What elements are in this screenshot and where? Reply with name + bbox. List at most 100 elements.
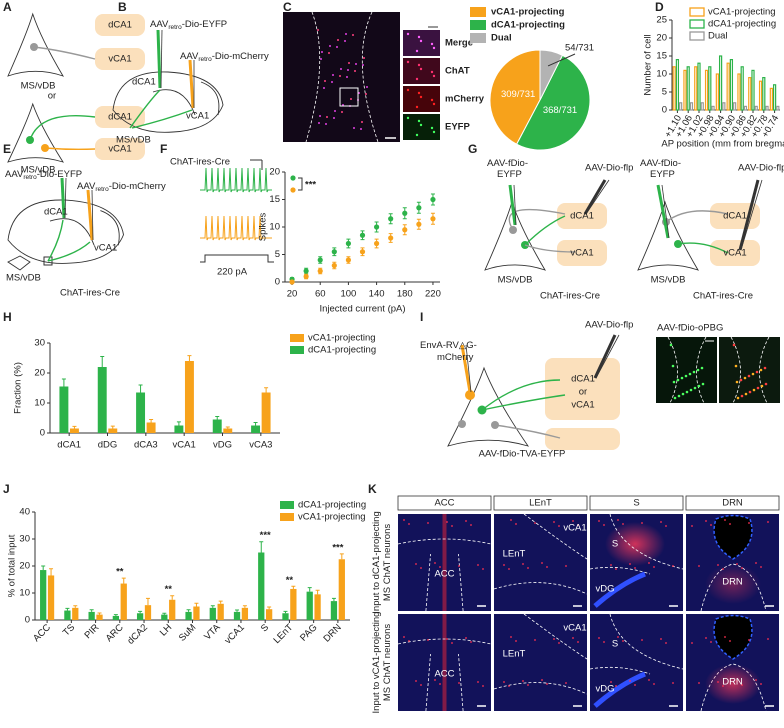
labeled-cell bbox=[756, 386, 760, 390]
bar bbox=[694, 66, 698, 111]
projection bbox=[524, 244, 576, 253]
scale-bar bbox=[250, 159, 263, 170]
legend-label: vCA1-projecting bbox=[308, 333, 376, 344]
labeled-cell bbox=[321, 51, 323, 53]
y-tick-label: 30 bbox=[34, 338, 45, 349]
labeled-cell bbox=[341, 111, 343, 113]
labeled-cell bbox=[689, 388, 693, 392]
vdg-band bbox=[593, 571, 646, 608]
x-tick-label: ARC bbox=[104, 622, 126, 644]
labeled-cell bbox=[673, 396, 677, 400]
bar bbox=[748, 76, 752, 111]
labeled-cell bbox=[465, 520, 467, 522]
labeled-cell bbox=[361, 121, 363, 123]
labeled-cell bbox=[767, 521, 769, 523]
label: vCA1 bbox=[571, 400, 594, 411]
error-bar bbox=[121, 577, 126, 584]
error-bar bbox=[149, 419, 154, 423]
y-tick-label: 0 bbox=[40, 428, 45, 439]
labeled-cell bbox=[741, 684, 743, 686]
labeled-cell bbox=[415, 77, 419, 81]
bar bbox=[146, 422, 156, 433]
error-bar bbox=[187, 355, 192, 361]
labeled-cell bbox=[629, 563, 631, 565]
panel-label: J bbox=[3, 482, 10, 496]
region-label: DRN bbox=[722, 577, 743, 588]
significance: *** bbox=[332, 542, 343, 553]
bar bbox=[711, 105, 715, 111]
label: MS/vDB bbox=[651, 275, 686, 286]
labeled-cell bbox=[660, 638, 662, 640]
labeled-cell bbox=[701, 382, 705, 386]
panel-label: F bbox=[160, 142, 167, 156]
labeled-cell bbox=[415, 680, 417, 682]
labeled-cell bbox=[362, 64, 364, 66]
labeled-cell bbox=[565, 682, 567, 684]
labeled-cell bbox=[365, 93, 367, 95]
bar bbox=[683, 69, 687, 111]
labeled-cell bbox=[417, 119, 421, 123]
label: dCA1 bbox=[570, 211, 594, 222]
x-tick-label: ACC bbox=[31, 622, 53, 644]
labeled-cell bbox=[553, 638, 555, 640]
region-outline bbox=[589, 513, 684, 575]
y-tick-label: 25 bbox=[656, 15, 667, 26]
error-bar bbox=[210, 605, 215, 608]
cerebellum bbox=[200, 81, 220, 116]
labeled-cell bbox=[363, 57, 365, 59]
labeled-cell bbox=[419, 39, 423, 43]
labeled-cell bbox=[403, 636, 405, 638]
point bbox=[289, 279, 295, 285]
labeled-cell bbox=[748, 390, 752, 394]
projection bbox=[131, 109, 193, 129]
panel-label: A bbox=[3, 0, 12, 14]
labeled-cell bbox=[677, 394, 681, 398]
labeled-cell bbox=[705, 637, 707, 639]
error-bar bbox=[113, 614, 118, 616]
input-glow bbox=[705, 564, 761, 604]
labeled-cell bbox=[760, 384, 764, 388]
label: MS/vDB bbox=[6, 273, 41, 284]
labeled-cell bbox=[346, 76, 348, 78]
bar bbox=[185, 611, 192, 620]
legend-label: vCA1-projecting bbox=[298, 512, 366, 523]
x-tick-label: 140 bbox=[369, 289, 385, 300]
x-tick-label: PAG bbox=[298, 622, 319, 643]
slice-label: 368/731 bbox=[543, 105, 577, 116]
bar bbox=[72, 607, 79, 620]
labeled-cell bbox=[348, 62, 350, 64]
channel-image bbox=[403, 58, 440, 84]
ms-vdb-outline bbox=[484, 200, 547, 271]
labeled-cell bbox=[729, 523, 731, 525]
bar bbox=[40, 570, 47, 620]
labeled-cell bbox=[503, 564, 505, 566]
labeled-cell bbox=[508, 568, 510, 570]
point bbox=[303, 273, 309, 280]
labeled-cell bbox=[360, 128, 362, 130]
leader-line bbox=[547, 53, 576, 67]
projection bbox=[44, 147, 96, 151]
labeled-cell bbox=[598, 637, 600, 639]
region-outline bbox=[397, 538, 492, 612]
labeled-cell bbox=[355, 63, 357, 65]
bar bbox=[223, 428, 233, 433]
error-bar bbox=[331, 597, 336, 602]
pipette bbox=[593, 334, 617, 379]
x-tick-label: S bbox=[259, 622, 271, 634]
bar bbox=[193, 606, 200, 620]
projection bbox=[481, 394, 566, 411]
region-label: LEnT bbox=[503, 549, 526, 560]
labeled-cell bbox=[739, 378, 743, 382]
labeled-cell bbox=[350, 98, 352, 100]
x-axis-label: Injected current (pA) bbox=[319, 304, 405, 315]
column-header bbox=[589, 495, 684, 511]
point bbox=[416, 221, 422, 227]
labeled-cell bbox=[698, 682, 700, 684]
error-bar bbox=[259, 541, 264, 553]
label: vCA1 bbox=[570, 248, 593, 259]
labeled-cell bbox=[736, 396, 740, 400]
legend-swatch bbox=[280, 501, 294, 509]
point bbox=[317, 268, 323, 274]
pie-slice bbox=[489, 49, 541, 145]
bar bbox=[686, 66, 690, 111]
